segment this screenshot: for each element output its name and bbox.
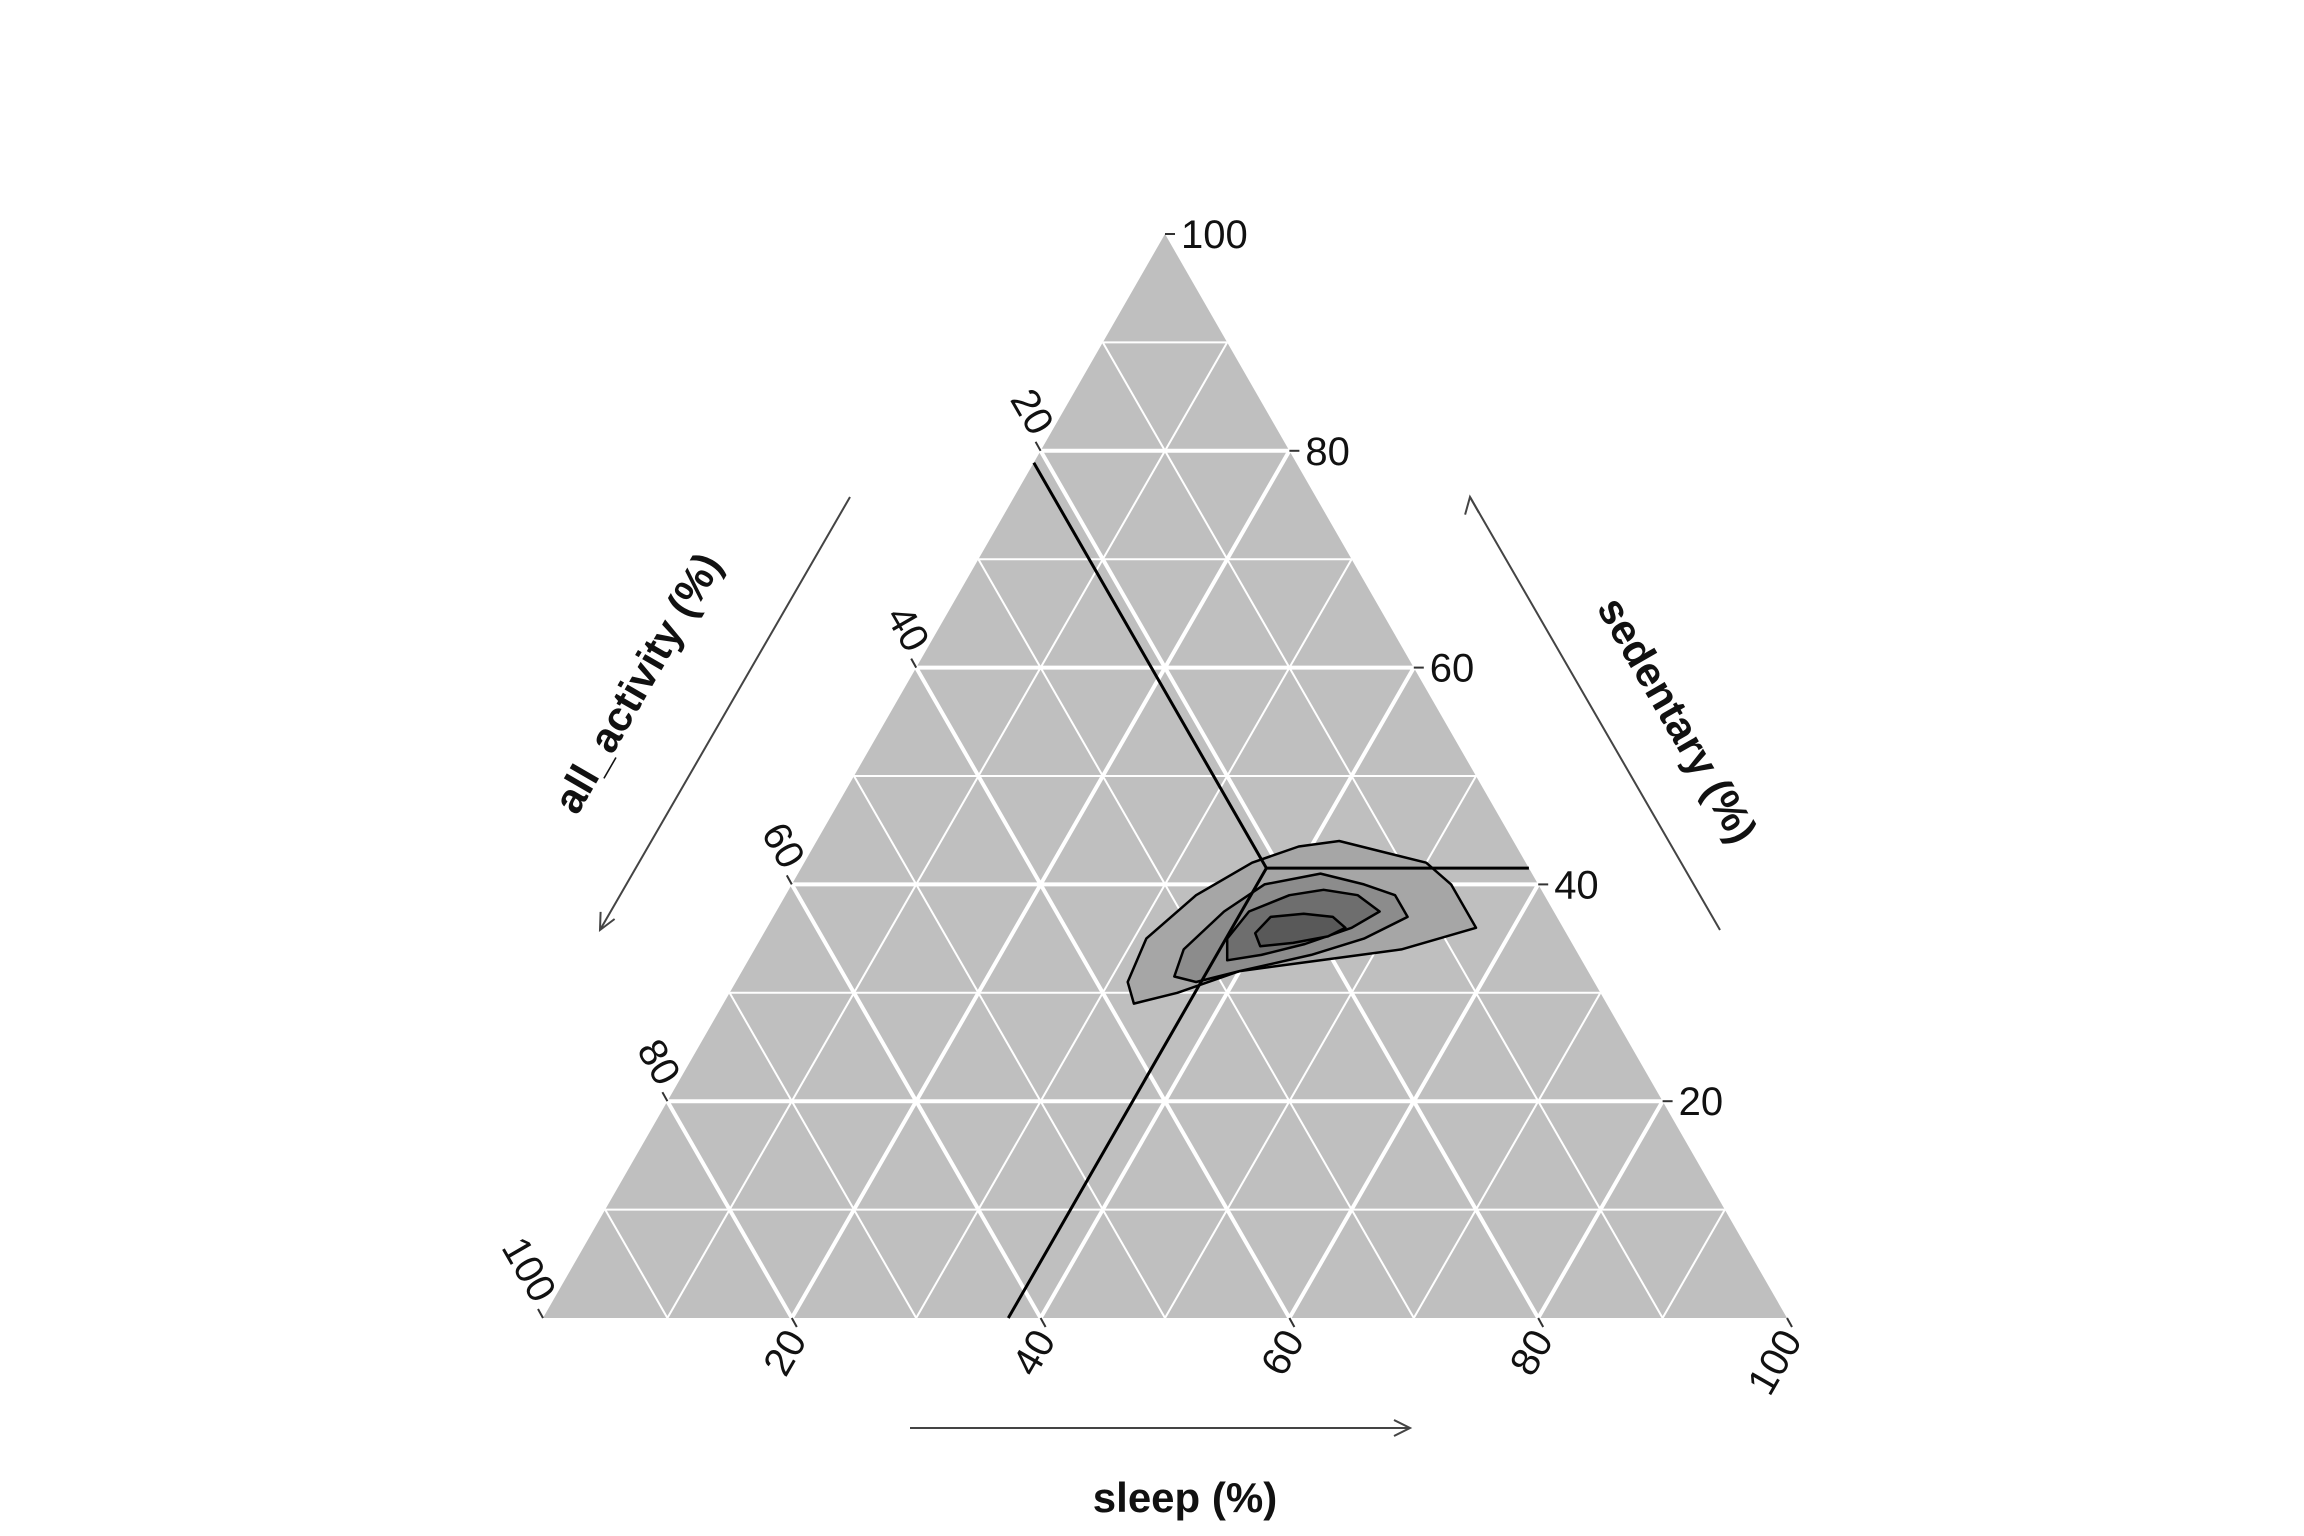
gridline-sleep-60 <box>1287 883 1540 1319</box>
gridline-activity-60 <box>790 883 1043 1319</box>
mean-guide-lines <box>1006 461 1529 1319</box>
mean-line-sleep <box>1006 867 1268 1319</box>
tick-label-sedentary-100: 100 <box>1181 213 1248 257</box>
axis-title-all-activity: all_activity (%) <box>544 545 731 821</box>
gridline-activity-10 <box>1101 341 1664 1319</box>
tick-activity-60 <box>785 874 793 885</box>
tick-label-sleep-20: 20 <box>755 1323 815 1384</box>
tick-label-sedentary-60: 60 <box>1430 647 1475 691</box>
tick-activity-40 <box>910 658 918 669</box>
tick-label-sleep-100: 100 <box>1739 1323 1810 1403</box>
tick-sleep-80 <box>1537 1317 1545 1328</box>
tick-marks <box>537 233 1793 1328</box>
tick-activity-80 <box>661 1091 669 1102</box>
tick-activity-20 <box>1034 441 1042 452</box>
grid-lines <box>604 341 1726 1319</box>
axis-title-sedentary: sedentary (%) <box>1588 589 1766 851</box>
tick-label-sleep-40: 40 <box>1004 1323 1064 1384</box>
gridline-sleep-90 <box>1661 1209 1726 1319</box>
gridline-activity-70 <box>728 992 918 1319</box>
tick-sleep-20 <box>790 1317 798 1328</box>
tick-label-sleep-80: 80 <box>1502 1323 1562 1384</box>
tick-sleep-60 <box>1288 1317 1296 1328</box>
tick-label-sedentary-40: 40 <box>1554 863 1599 907</box>
tick-sleep-100 <box>1786 1317 1793 1328</box>
tick-sleep-40 <box>1039 1317 1047 1328</box>
tick-label-activity-100: 100 <box>493 1230 564 1310</box>
gridline-sleep-30 <box>915 558 1353 1319</box>
gridline-sleep-10 <box>666 341 1229 1319</box>
axis-arrow-all-activity <box>598 496 851 933</box>
tick-label-sedentary-20: 20 <box>1679 1080 1724 1124</box>
gridline-activity-50 <box>853 775 1166 1319</box>
gridline-sleep-70 <box>1412 992 1602 1319</box>
gridline-sleep-80 <box>1536 1100 1665 1319</box>
tick-activity-100 <box>537 1308 544 1319</box>
axis-arrow-sleep <box>910 1419 1413 1437</box>
gridline-activity-80 <box>665 1100 794 1319</box>
gridline-activity-90 <box>604 1209 669 1319</box>
axis-title-sleep: sleep (%) <box>1093 1474 1277 1521</box>
density-contour-level-4 <box>1253 912 1347 948</box>
axis-arrow-sedentary <box>1464 494 1721 931</box>
tick-label-sleep-60: 60 <box>1253 1323 1313 1384</box>
tick-label-sedentary-80: 80 <box>1305 430 1350 474</box>
density-contours <box>1126 839 1478 1005</box>
mean-line-all-activity <box>1032 461 1268 869</box>
